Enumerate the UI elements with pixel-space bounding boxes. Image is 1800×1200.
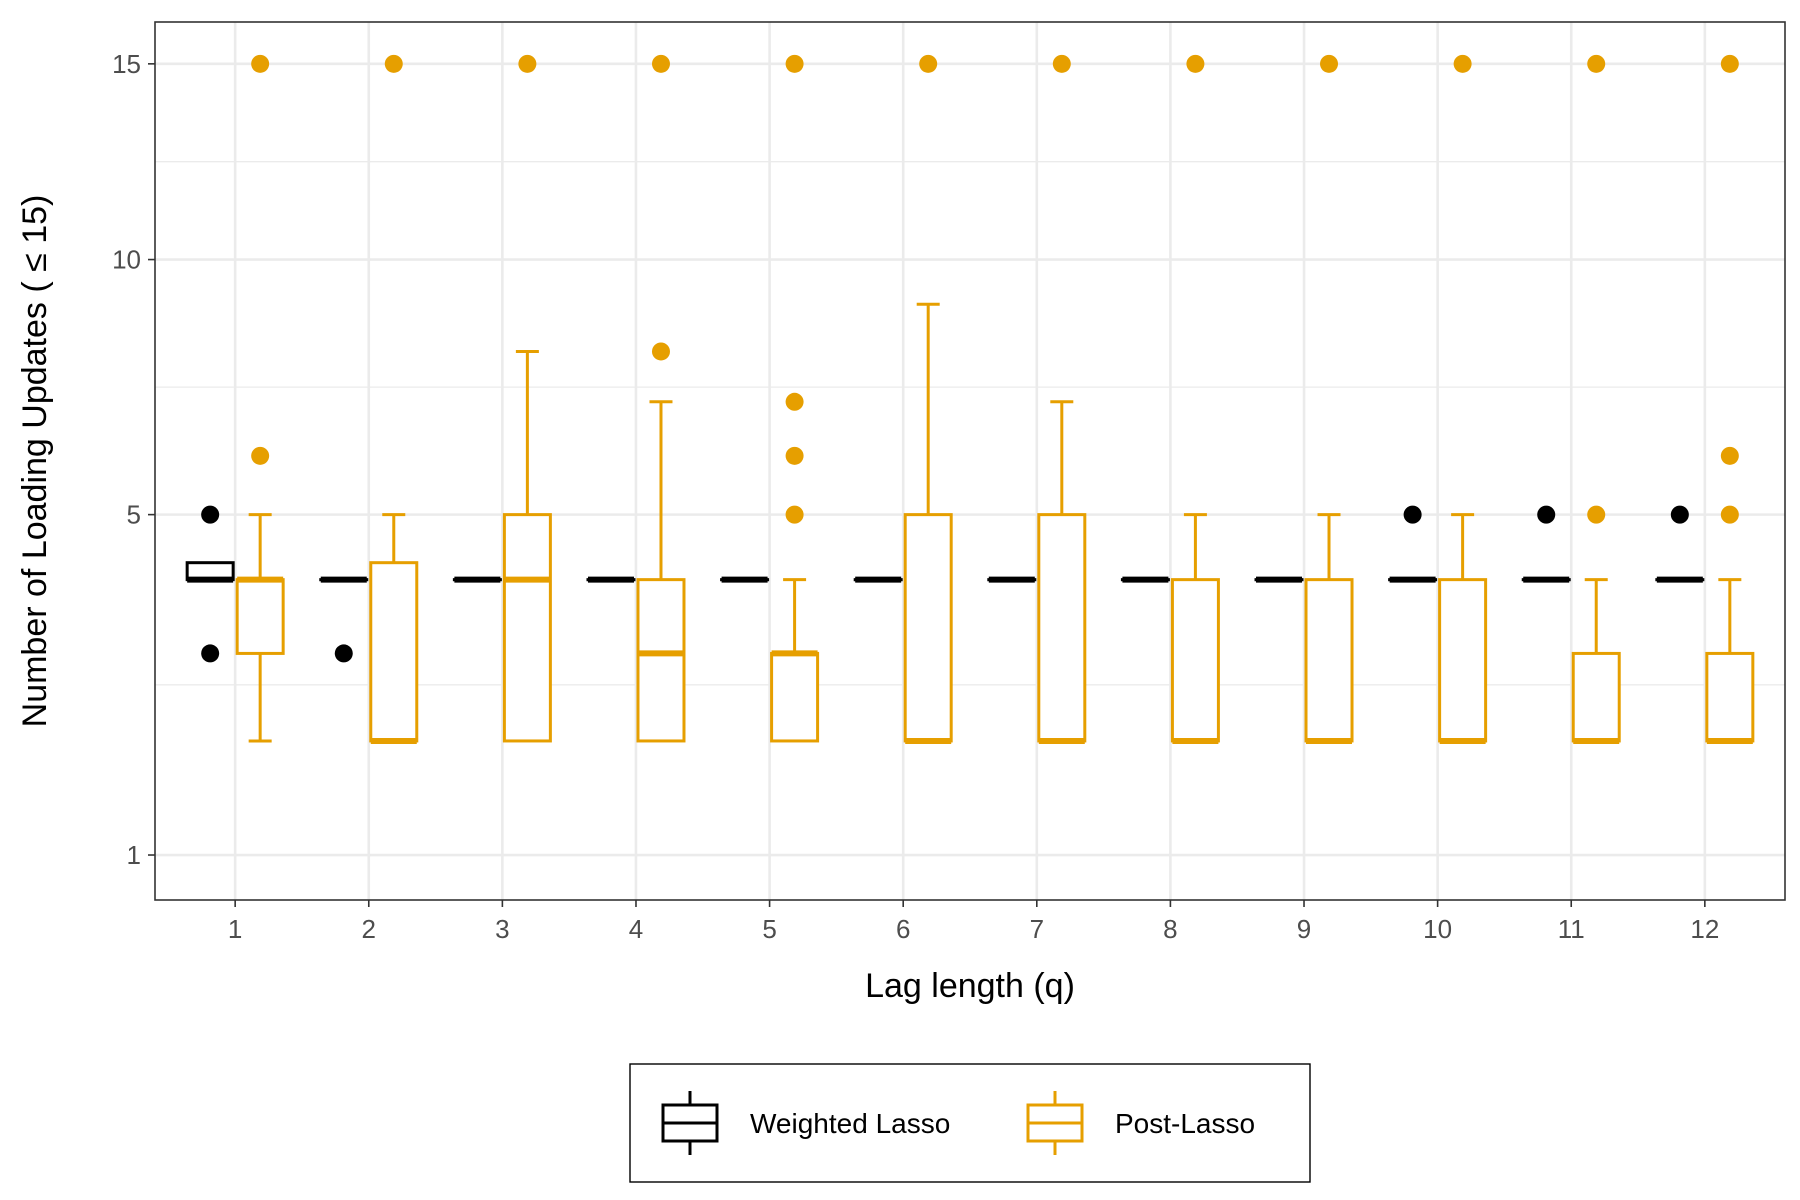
box-body bbox=[1438, 578, 1488, 743]
y-axis-title: Number of Loading Updates ( ≤ 15) bbox=[16, 195, 54, 728]
box-weighted-lasso-q12 bbox=[1655, 505, 1705, 583]
y-tick-label: 10 bbox=[112, 245, 141, 275]
legend-key-weighted-lasso bbox=[661, 1091, 719, 1155]
outlier-point bbox=[1186, 54, 1205, 73]
x-tick-label: 6 bbox=[896, 914, 910, 944]
box-body bbox=[1037, 513, 1087, 743]
outlier-point bbox=[1720, 446, 1739, 465]
box-post-lasso-q4 bbox=[636, 54, 686, 743]
outlier-point bbox=[518, 54, 537, 73]
box-body bbox=[1705, 651, 1755, 743]
box-weighted-lasso-q11 bbox=[1521, 505, 1571, 583]
outlier-point bbox=[201, 505, 220, 524]
outlier-point bbox=[1403, 505, 1422, 524]
x-tick-label: 11 bbox=[1558, 914, 1585, 944]
box-post-lasso-q3 bbox=[502, 54, 552, 743]
x-tick-label: 8 bbox=[1163, 914, 1177, 944]
box-post-lasso-q12 bbox=[1705, 54, 1755, 744]
outlier-point bbox=[334, 644, 353, 663]
box-body bbox=[770, 651, 820, 743]
outlier-point bbox=[1587, 505, 1606, 524]
outlier-point bbox=[785, 392, 804, 411]
box-body bbox=[1571, 651, 1621, 743]
outlier-point bbox=[1537, 505, 1556, 524]
legend-key-post-lasso bbox=[1026, 1091, 1084, 1155]
legend-frame bbox=[629, 1063, 1311, 1183]
outlier-point bbox=[1587, 54, 1606, 73]
x-tick-label: 2 bbox=[362, 914, 376, 944]
box-post-lasso-q9 bbox=[1304, 54, 1354, 744]
outlier-point bbox=[384, 54, 403, 73]
grid-lines bbox=[155, 22, 1785, 900]
box-weighted-lasso-q1 bbox=[185, 505, 235, 663]
legend-label-weighted-lasso: Weighted Lasso bbox=[750, 1108, 950, 1139]
legend-label-post-lasso: Post-Lasso bbox=[1115, 1108, 1255, 1139]
outlier-point bbox=[1670, 505, 1689, 524]
outlier-point bbox=[1720, 505, 1739, 524]
box-plot-marks bbox=[185, 54, 1755, 744]
box-post-lasso-q6 bbox=[903, 54, 953, 744]
box-body bbox=[1170, 578, 1220, 743]
outlier-point bbox=[1453, 54, 1472, 73]
outlier-point bbox=[251, 446, 270, 465]
x-axis-title: Lag length (q) bbox=[865, 967, 1075, 1005]
outlier-point bbox=[651, 54, 670, 73]
box-body bbox=[369, 561, 419, 743]
x-tick-label: 4 bbox=[629, 914, 643, 944]
outlier-point bbox=[785, 54, 804, 73]
x-tick-label: 5 bbox=[762, 914, 776, 944]
outlier-point bbox=[1052, 54, 1071, 73]
box-body bbox=[1304, 578, 1354, 743]
x-tick-label: 3 bbox=[495, 914, 509, 944]
x-tick-label: 10 bbox=[1423, 914, 1452, 944]
box-post-lasso-q10 bbox=[1438, 54, 1488, 744]
box-body bbox=[502, 513, 552, 743]
box-weighted-lasso-q10 bbox=[1388, 505, 1438, 583]
outlier-point bbox=[785, 505, 804, 524]
box-post-lasso-q8 bbox=[1170, 54, 1220, 744]
box-body bbox=[235, 578, 285, 655]
outlier-point bbox=[785, 446, 804, 465]
x-tick-label: 9 bbox=[1297, 914, 1311, 944]
outlier-point bbox=[919, 54, 938, 73]
outlier-point bbox=[1320, 54, 1339, 73]
box-body bbox=[903, 513, 953, 743]
plot-panel-border bbox=[154, 21, 1786, 901]
x-tick-label: 1 bbox=[228, 914, 242, 944]
outlier-point bbox=[1720, 54, 1739, 73]
box-post-lasso-q5 bbox=[770, 54, 820, 743]
outlier-point bbox=[651, 342, 670, 361]
box-body bbox=[636, 578, 686, 743]
box-post-lasso-q1 bbox=[235, 54, 285, 743]
legend: Weighted Lasso Post-Lasso bbox=[629, 1063, 1311, 1183]
y-tick-label: 1 bbox=[127, 840, 141, 870]
outlier-point bbox=[251, 54, 270, 73]
y-tick-label: 15 bbox=[112, 49, 141, 79]
x-tick-label: 12 bbox=[1690, 914, 1719, 944]
outlier-point bbox=[201, 644, 220, 663]
box-post-lasso-q2 bbox=[369, 54, 419, 744]
box-post-lasso-q11 bbox=[1571, 54, 1621, 744]
y-tick-label: 5 bbox=[127, 500, 141, 530]
box-post-lasso-q7 bbox=[1037, 54, 1087, 744]
box-weighted-lasso-q2 bbox=[319, 576, 369, 663]
x-tick-label: 7 bbox=[1030, 914, 1044, 944]
